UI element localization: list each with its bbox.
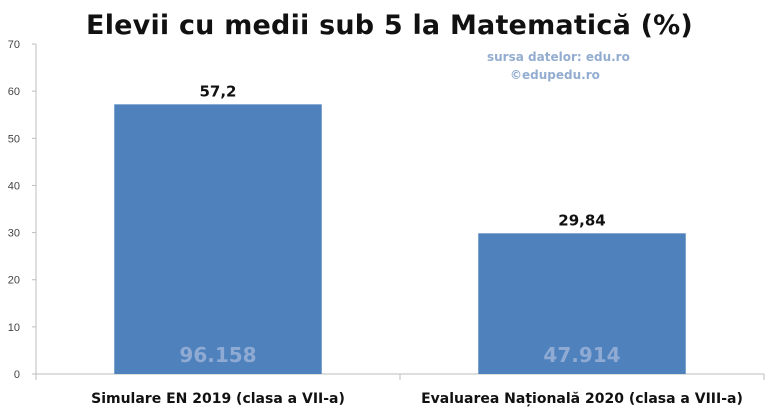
bar-value-label: 57,2 xyxy=(199,82,236,100)
y-tick-label: 70 xyxy=(8,39,20,51)
y-tick-label: 60 xyxy=(8,86,20,98)
y-tick-label: 20 xyxy=(8,275,20,287)
y-tick-label: 30 xyxy=(8,228,20,240)
y-tick-label: 10 xyxy=(8,322,20,334)
chart-title: Elevii cu medii sub 5 la Matematică (%) xyxy=(86,10,693,41)
y-tick-label: 50 xyxy=(8,133,20,145)
source-note: sursa datelor: edu.ro xyxy=(487,50,630,64)
x-category-label: Simulare EN 2019 (clasa a VII-a) xyxy=(91,391,345,407)
bar xyxy=(478,233,686,374)
bar-value-label: 29,84 xyxy=(558,211,605,229)
copyright-note: ©edupedu.ro xyxy=(510,68,600,82)
bar-inner-label: 47.914 xyxy=(543,343,620,367)
bar xyxy=(114,104,322,374)
y-tick-label: 40 xyxy=(8,180,20,192)
bar-inner-label: 96.158 xyxy=(179,343,256,367)
x-category-label: Evaluarea Națională 2020 (clasa a VIII-a… xyxy=(421,391,743,407)
y-tick-label: 0 xyxy=(14,369,20,381)
